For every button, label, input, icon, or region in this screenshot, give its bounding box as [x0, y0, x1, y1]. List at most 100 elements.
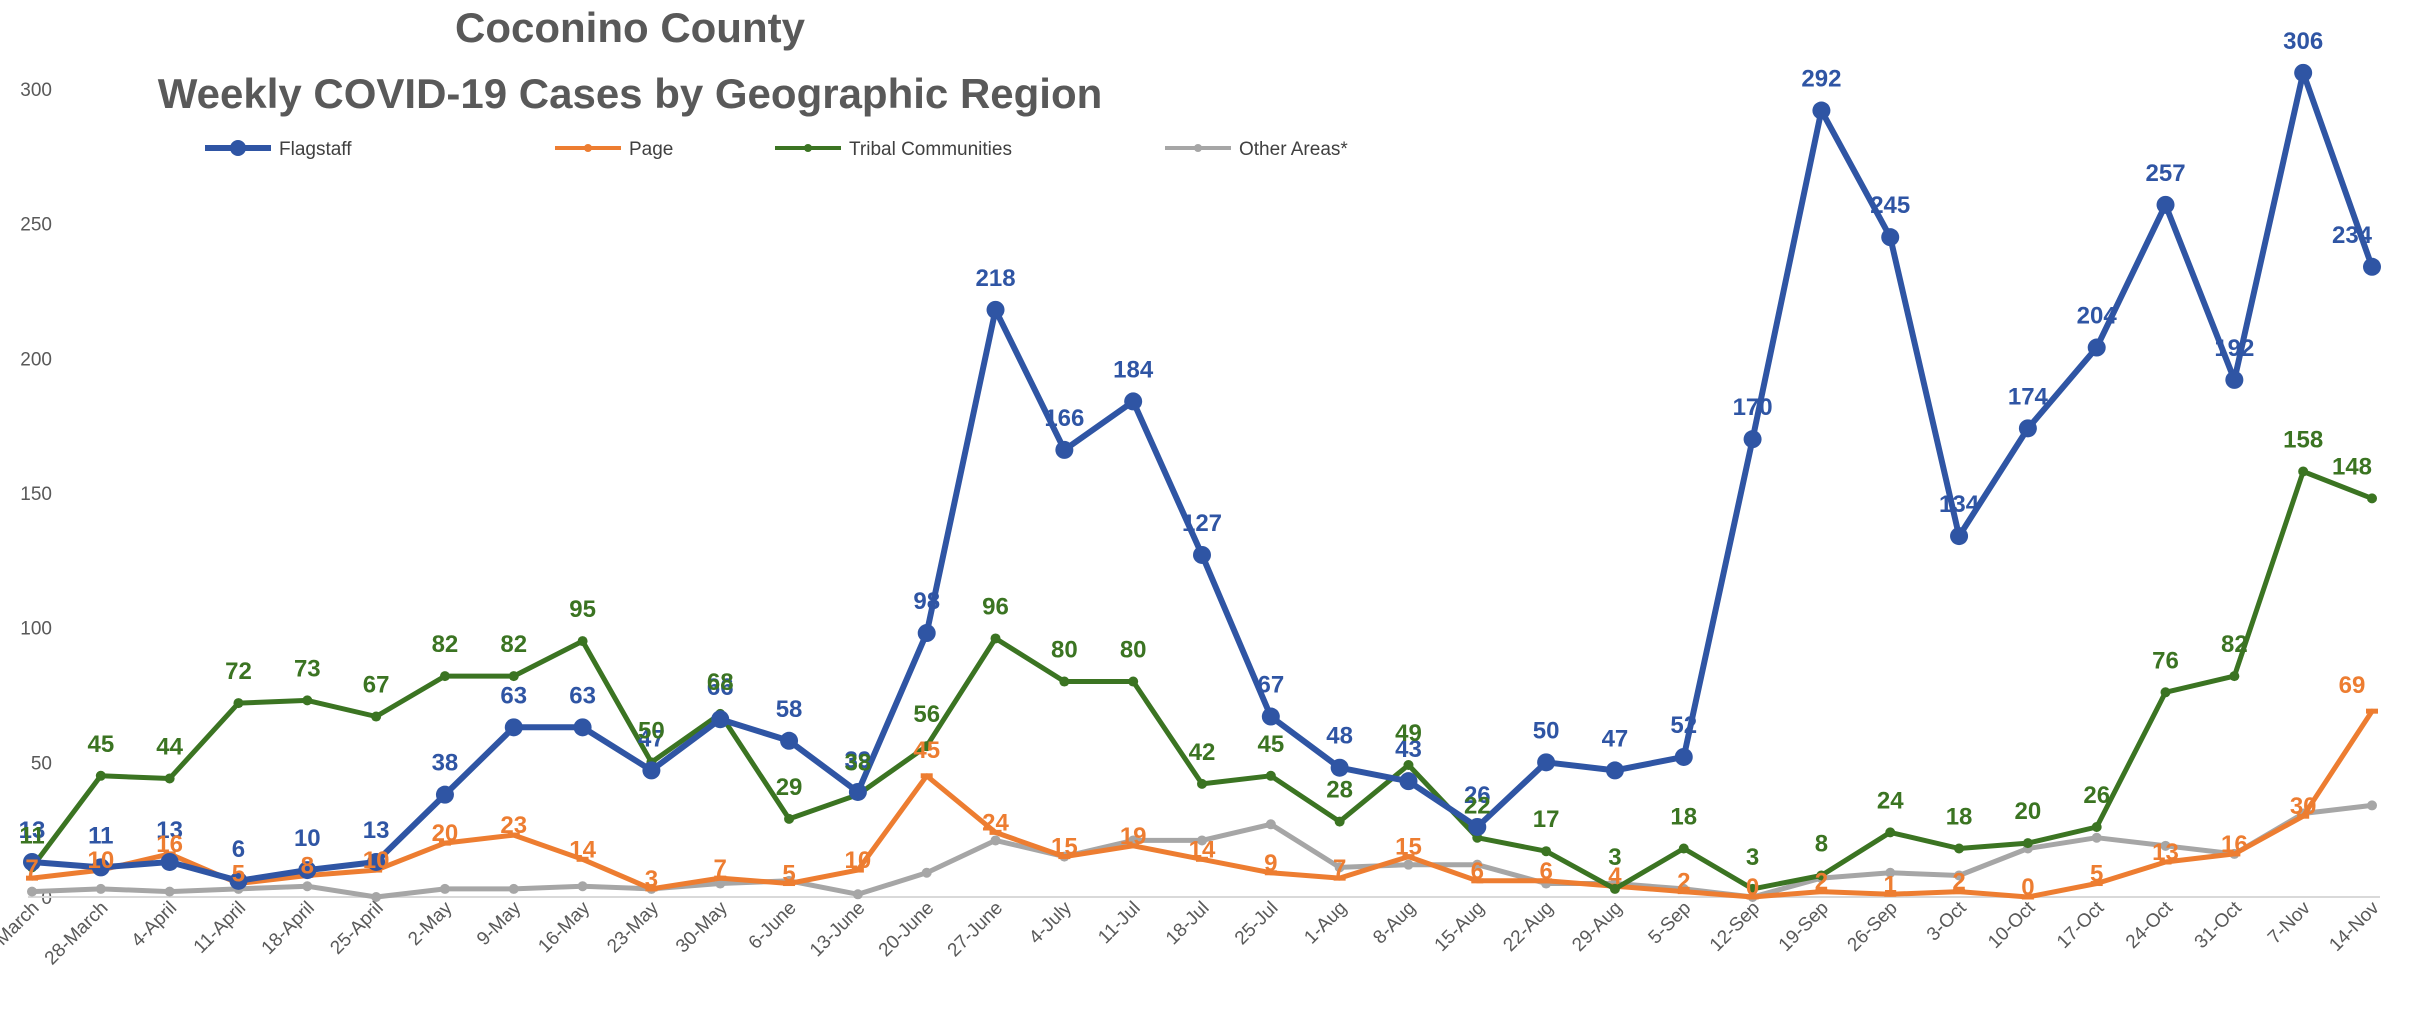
data-label: 82	[500, 631, 527, 658]
data-label: 63	[500, 682, 527, 709]
legend-label: Tribal Communities	[849, 139, 1012, 160]
data-point	[1403, 859, 1414, 870]
chart-title: Coconino County	[455, 4, 806, 51]
data-point	[91, 858, 110, 877]
data-point	[711, 710, 730, 729]
data-label: 306	[2283, 28, 2323, 55]
data-label: 14	[569, 836, 596, 863]
data-label: 66	[707, 674, 734, 701]
data-point	[1403, 760, 1414, 771]
data-point	[1334, 816, 1345, 827]
data-label: 15	[1051, 834, 1078, 861]
data-label: 45	[87, 731, 114, 758]
data-point	[1609, 883, 1620, 894]
data-point	[2363, 257, 2381, 276]
data-point	[921, 867, 932, 878]
data-label: 14	[1189, 836, 1216, 863]
data-point	[2021, 894, 2034, 900]
data-label: 42	[1189, 739, 1216, 766]
data-point	[2229, 671, 2240, 682]
data-point	[1884, 891, 1897, 897]
data-label: 44	[156, 733, 183, 760]
data-point	[1334, 862, 1345, 873]
data-point	[2091, 821, 2102, 832]
data-label: 3	[1608, 844, 1621, 871]
data-label: 43	[1395, 736, 1422, 763]
data-label: 13	[363, 817, 390, 844]
y-axis: 0 50 100 150 200 250 300	[20, 80, 52, 909]
data-point	[2018, 419, 2037, 438]
data-point	[2160, 840, 2171, 851]
data-point	[2367, 800, 2377, 811]
data-point	[2298, 466, 2309, 477]
data-label: 11	[19, 822, 44, 849]
data-label: 18	[1946, 804, 1973, 831]
data-point	[508, 883, 519, 894]
data-point	[2022, 838, 2033, 849]
data-point	[2294, 63, 2313, 82]
data-point	[26, 875, 38, 881]
data-point	[576, 856, 589, 862]
data-label: 16	[2221, 831, 2248, 858]
data-label: 76	[2152, 647, 2179, 674]
data-label: 174	[2008, 383, 2049, 410]
data-point	[302, 881, 313, 892]
data-point	[1747, 883, 1758, 894]
data-point	[1954, 870, 1965, 881]
data-label: 82	[2221, 631, 2248, 658]
data-label: 245	[1870, 192, 1910, 219]
data-point	[921, 741, 932, 752]
data-label: 17	[1533, 806, 1560, 833]
data-label: 39	[845, 747, 872, 774]
data-point	[229, 871, 248, 890]
data-point	[2156, 195, 2175, 214]
data-point	[2160, 687, 2171, 698]
data-label: 13	[2152, 839, 2179, 866]
data-point	[95, 883, 106, 894]
data-label: 56	[913, 701, 940, 728]
data-point	[1885, 827, 1896, 838]
data-point	[2087, 338, 2106, 357]
data-label: 257	[2146, 160, 2186, 187]
data-point	[1746, 894, 1759, 900]
data-point	[23, 852, 41, 871]
data-point	[990, 633, 1001, 644]
data-point	[1059, 676, 1070, 687]
data-point	[1677, 889, 1690, 895]
data-point	[2367, 493, 2377, 504]
data-point	[1399, 772, 1418, 791]
data-label: 6	[232, 836, 245, 863]
data-label: 0	[1746, 874, 1759, 901]
data-label: 5	[782, 861, 795, 888]
data-point	[1541, 846, 1552, 857]
data-point	[1678, 843, 1689, 854]
data-label: 45	[1257, 731, 1284, 758]
data-point	[780, 731, 799, 750]
data-label: 26	[1464, 782, 1491, 809]
y-tick-label: 0	[41, 888, 52, 909]
data-label: 26	[2083, 782, 2110, 809]
data-point	[577, 881, 588, 892]
data-point	[164, 773, 175, 784]
data-point	[645, 886, 658, 892]
data-label: 29	[776, 774, 803, 801]
legend-label: Page	[629, 139, 673, 160]
data-label: 49	[1395, 720, 1422, 747]
y-tick-label: 300	[20, 80, 52, 101]
data-point	[784, 813, 795, 824]
data-point	[1124, 392, 1143, 411]
data-point	[1128, 676, 1139, 687]
data-label: 24	[982, 809, 1009, 836]
data-point	[164, 886, 175, 897]
legend: Flagstaff Page Tribal Communities Other Are…	[205, 139, 1348, 160]
data-label: 67	[1257, 672, 1284, 699]
legend-marker	[230, 140, 246, 156]
data-point	[1197, 778, 1207, 789]
data-point	[715, 878, 726, 889]
data-point	[1885, 867, 1896, 878]
data-point	[1330, 758, 1349, 777]
data-point	[1816, 870, 1827, 881]
data-point	[1265, 819, 1276, 830]
data-label: 192	[2214, 335, 2254, 362]
data-point	[1674, 747, 1693, 766]
